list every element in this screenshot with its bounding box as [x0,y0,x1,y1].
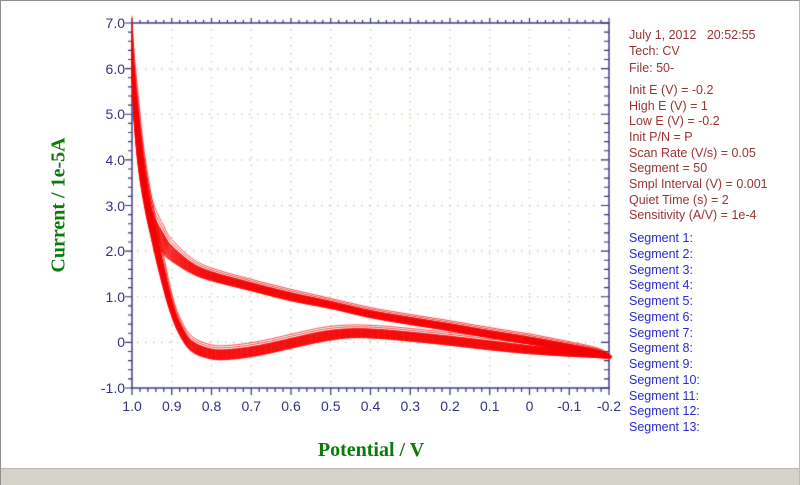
info-panel-header: July 1, 2012 20:52:55 Tech: CV File: 50- [629,27,755,76]
x-tick-label: 0.3 [400,398,420,414]
x-tick-label: 0.5 [321,398,341,414]
x-tick-label: 0.8 [201,398,222,414]
info-line: Tech: CV [629,44,680,59]
y-tick-label: 0 [117,334,125,351]
x-tick-label: -0.2 [596,398,622,414]
info-line: Segment 6: [629,309,693,324]
info-line: Segment = 50 [629,161,708,176]
info-line: Segment 10: [629,372,700,387]
info-line: Segment 11: [629,388,699,403]
y-tick-label: 6.0 [105,60,125,77]
info-line: July 1, 2012 20:52:55 [629,28,756,42]
info-line: Segment 4: [629,278,693,293]
info-line: Init P/N = P [629,129,693,144]
x-tick-label: 1.0 [122,398,142,414]
x-tick-label: -0.1 [557,398,582,414]
info-line: Quiet Time (s) = 2 [629,192,729,207]
info-line: Segment 9: [629,357,693,371]
info-line: Sensitivity (A/V) = 1e-4 [629,208,757,223]
y-tick-label: 4.0 [105,151,125,168]
y-tick-label: 1.0 [105,288,125,305]
y-tick-label: 3.0 [105,197,125,214]
y-tick-label: 7.0 [105,15,125,31]
x-tick-label: 0.1 [480,398,500,414]
info-line: File: 50- [629,60,675,75]
info-line: Init E (V) = -0.2 [629,83,714,97]
y-tick-label: 2.0 [105,243,125,260]
x-tick-label: 0.6 [281,398,301,414]
x-tick-label: 0.4 [360,398,381,414]
info-line: Segment 5: [629,294,693,308]
info-line: Low E (V) = -0.2 [629,114,720,129]
info-line: Segment 1: [629,231,693,245]
info-line: Segment 13: [629,420,700,434]
info-panel-parameters: Init E (V) = -0.2 High E (V) = 1 Low E (V)… [629,83,768,224]
info-line: Segment 12: [629,404,700,419]
info-line: Segment 2: [629,246,693,261]
window-bottom-bar [1,468,799,485]
x-tick-label: 0.7 [241,398,261,414]
info-line: Smpl Interval (V) = 0.001 [629,176,768,191]
y-tick-label: -1.0 [100,380,125,396]
info-line: Segment 7: [629,325,693,340]
x-axis-title: Potential / V [317,439,425,461]
x-tick-label: 0.9 [162,398,182,414]
y-tick-label: 5.0 [105,106,125,123]
info-line: Segment 3: [629,262,693,277]
x-tick-label: 0.2 [440,398,460,414]
info-line: Scan Rate (V/s) = 0.05 [629,145,756,160]
info-line: Segment 8: [629,341,693,356]
x-tick-label: 0 [525,398,534,414]
cv-plot-canvas [1,1,799,468]
info-line: High E (V) = 1 [629,98,708,113]
info-panel-segment-list: Segment 1: Segment 2: Segment 3: Segment 4:… [629,231,700,436]
